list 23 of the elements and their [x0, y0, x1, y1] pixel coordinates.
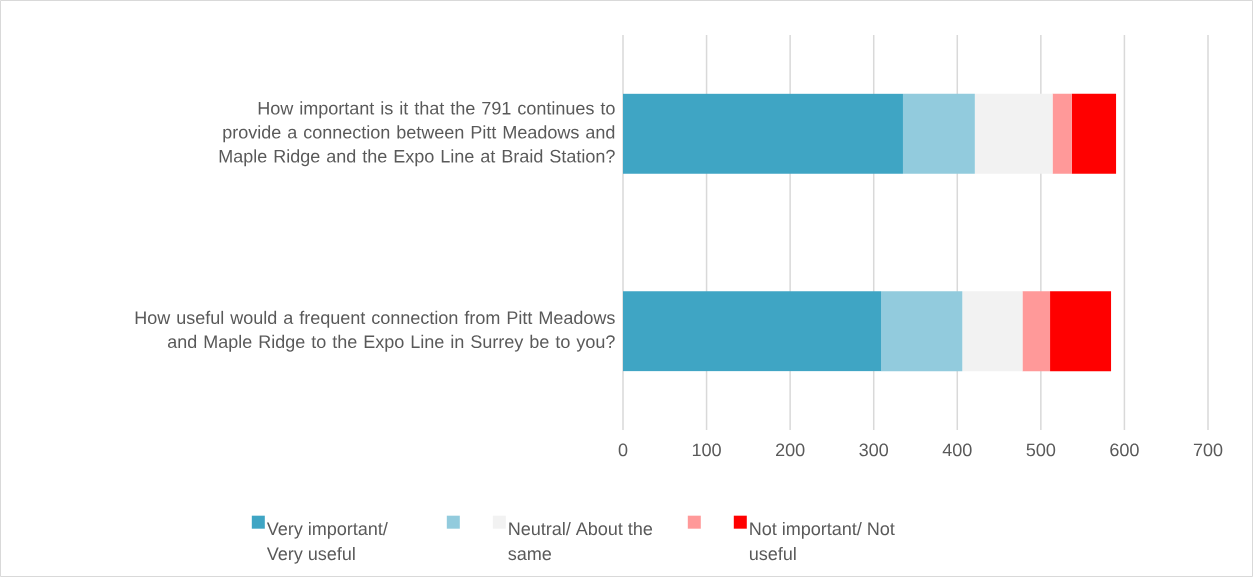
- x-tick-label: 300: [859, 443, 889, 457]
- x-tick-label: 600: [1110, 443, 1139, 457]
- x-tick-label: 200: [776, 443, 805, 457]
- legend-label: Very important/ Very useful: [266, 521, 388, 564]
- bar: [974, 93, 1053, 174]
- y-tick-label: How useful would a frequent connection from Pitt Meadows and Maple Ridge to the Expo Line in Surrey be to you?: [135, 310, 615, 352]
- bar: [962, 291, 1023, 372]
- bar: [1022, 291, 1051, 372]
- x-tick-label: 0: [618, 443, 628, 457]
- bar: [1052, 93, 1072, 174]
- bar: [1050, 291, 1112, 372]
- bar: [623, 93, 903, 174]
- legend-label: Not important/ Not useful: [749, 521, 895, 561]
- x-tick-label: 500: [1026, 443, 1056, 457]
- x-tick-label: 700: [1193, 443, 1223, 457]
- x-tick-label: 100: [692, 443, 721, 457]
- bar: [1071, 93, 1117, 174]
- x-tick-label: 400: [942, 443, 972, 457]
- bar: [881, 291, 963, 372]
- legend-label: Neutral/ About the same: [508, 521, 653, 561]
- bar: [623, 291, 882, 372]
- y-tick-label: How important is it that the 791 continues to provide a connection between Pitt Meadows and Maple Ridge and the Expo Line at Braid Station?: [219, 101, 615, 167]
- bar: [902, 93, 975, 174]
